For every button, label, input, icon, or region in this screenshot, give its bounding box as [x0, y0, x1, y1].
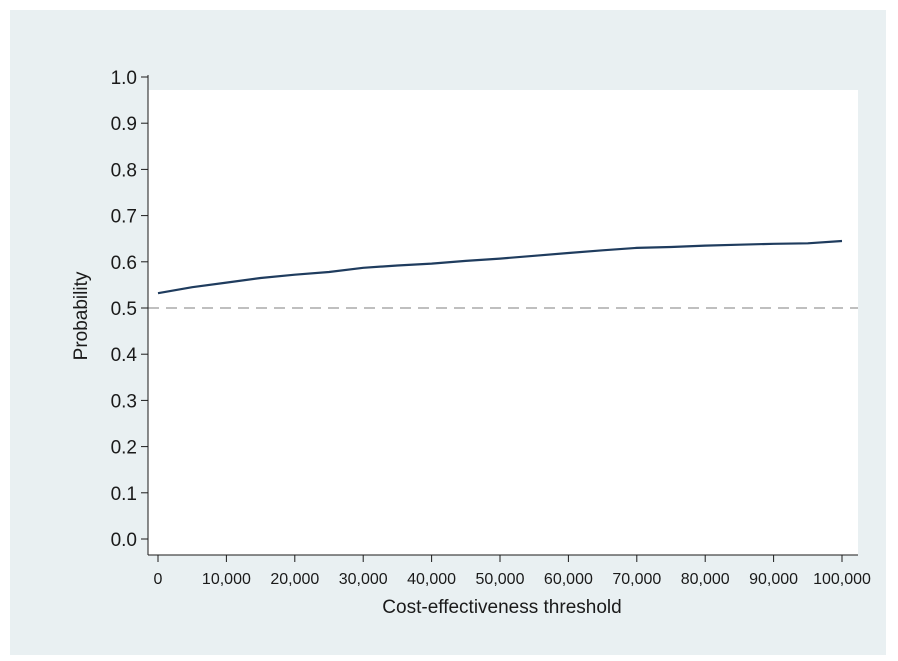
x-tick-label: 100,000	[813, 571, 871, 588]
y-tick-label: 1.0	[111, 68, 137, 89]
y-tick-label: 0.3	[111, 391, 137, 412]
y-tick-label: 0.4	[111, 345, 138, 366]
chart: 0.0 0.1 0.2 0.3 0.4 0.5 0.6 0.7 0.8 0.9 1.0 0 10,00…	[71, 68, 871, 618]
probability-line	[157, 239, 843, 295]
x-tick-label: 70,000	[612, 571, 661, 588]
chart-background: 0.0 0.1 0.2 0.3 0.4 0.5 0.6 0.7 0.8 0.9 1.0 0 10,00…	[10, 10, 886, 655]
y-tick-label: 0.9	[111, 114, 137, 135]
x-tick-label: 40,000	[407, 571, 456, 588]
x-tick-label: 90,000	[749, 571, 798, 588]
y-tick-label: 0.8	[111, 160, 137, 181]
y-tick-label: 0.0	[111, 530, 137, 551]
y-tick-label: 0.7	[111, 207, 137, 228]
x-axis-label: Cost-effectiveness threshold	[382, 597, 621, 618]
y-tick-label: 0.1	[111, 484, 137, 505]
y-tick-label: 0.2	[111, 438, 137, 459]
x-tick-label: 10,000	[202, 571, 251, 588]
x-tick-label: 20,000	[270, 571, 319, 588]
x-tick-label: 30,000	[339, 571, 388, 588]
y-axis-label: Probability	[71, 271, 92, 360]
y-tick-label: 0.6	[111, 253, 137, 274]
y-tick-label: 0.5	[111, 299, 137, 320]
x-tick-label: 60,000	[544, 571, 593, 588]
plot-area	[148, 90, 858, 555]
x-tick-label: 80,000	[681, 571, 730, 588]
x-tick-label: 50,000	[476, 571, 525, 588]
x-tick-label: 0	[154, 571, 163, 588]
